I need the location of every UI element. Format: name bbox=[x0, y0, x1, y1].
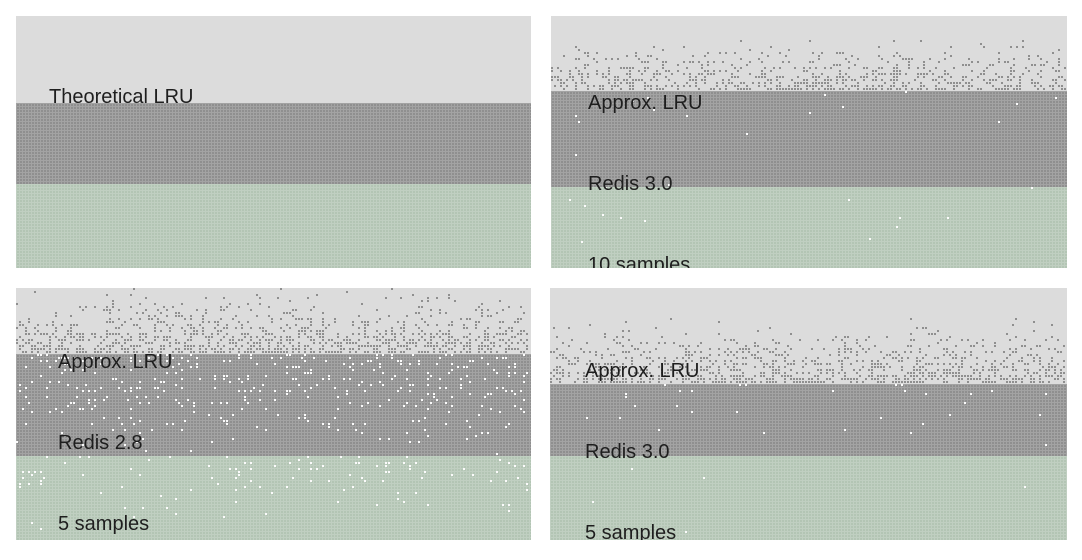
panel-theoretical-lru: Theoretical LRU bbox=[16, 16, 531, 268]
new-keys-region bbox=[551, 187, 1067, 268]
key-access-plot bbox=[16, 16, 531, 268]
panel-label-line: Theoretical LRU bbox=[49, 86, 194, 108]
old-keys-region bbox=[550, 384, 1067, 456]
panel-approx-lru-redis-3-0-10-samples: Approx. LRU Redis 3.0 10 samples bbox=[551, 16, 1067, 268]
grid-texture bbox=[551, 91, 1067, 268]
new-keys-region bbox=[16, 456, 531, 540]
panel-label-line: Redis 3.0 bbox=[588, 173, 673, 195]
grid-texture bbox=[550, 384, 1067, 540]
old-keys-region bbox=[16, 103, 531, 184]
old-keys-region bbox=[16, 354, 531, 456]
panel-label: Approx. LRU Redis 3.0 10 samples bbox=[588, 36, 703, 268]
key-access-plot bbox=[16, 288, 531, 540]
grid-texture bbox=[16, 103, 531, 268]
accessed-key-dots bbox=[550, 318, 1065, 383]
key-access-plot bbox=[551, 16, 1067, 268]
new-keys-region bbox=[16, 184, 531, 268]
panel-approx-lru-redis-3-0-5-samples: Approx. LRU Redis 3.0 5 samples bbox=[550, 288, 1067, 540]
accessed-key-dots bbox=[551, 40, 1066, 90]
panel-label: Approx. LRU Redis 3.0 5 samples bbox=[585, 304, 700, 540]
accessed-key-dots bbox=[16, 288, 528, 353]
key-access-plot bbox=[550, 288, 1067, 540]
panel-label-line: Approx. LRU bbox=[585, 360, 700, 382]
panel-label-line: 5 samples bbox=[58, 513, 150, 535]
empty-region bbox=[550, 288, 1067, 384]
grid-lines bbox=[16, 354, 531, 540]
old-keys-region bbox=[551, 91, 1067, 187]
panel-label-line: Redis 3.0 bbox=[585, 441, 670, 463]
grid-lines bbox=[16, 103, 531, 268]
grid-texture bbox=[16, 354, 531, 540]
panel-label-line: 5 samples bbox=[585, 522, 677, 540]
grid-lines bbox=[550, 384, 1067, 540]
panel-label-line: Redis 2.8 bbox=[58, 432, 143, 454]
new-keys-region bbox=[550, 456, 1067, 540]
empty-region bbox=[16, 16, 531, 103]
panel-label-line: Approx. LRU bbox=[588, 92, 703, 114]
grid-lines bbox=[551, 91, 1067, 268]
panel-approx-lru-redis-2-8-5-samples: Approx. LRU Redis 2.8 5 samples bbox=[16, 288, 531, 540]
panel-label-line: Approx. LRU bbox=[58, 351, 173, 373]
panel-label: Approx. LRU Redis 2.8 5 samples bbox=[58, 295, 173, 540]
panel-label: Theoretical LRU bbox=[49, 30, 194, 165]
panel-label-line: 10 samples bbox=[588, 254, 691, 268]
